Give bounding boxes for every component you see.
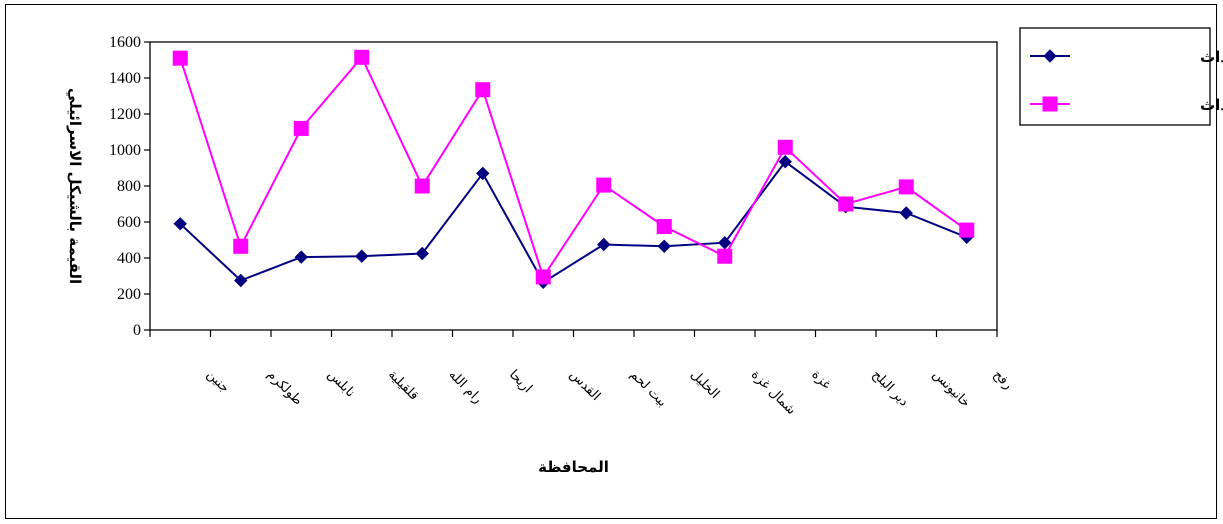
x-tick-label: جنين: [203, 367, 232, 396]
series-1-point: [657, 239, 671, 254]
x-tick-label: رام الله: [445, 367, 485, 407]
x-tick-label: شمال غزة: [748, 367, 799, 418]
y-tick-label: 0: [133, 322, 141, 339]
series-1-point: [294, 250, 308, 264]
x-tick-label: بيت لحم: [627, 367, 670, 410]
series-2-point: [777, 139, 793, 155]
y-tick-label: 1200: [109, 106, 141, 123]
legend-item-1: قبل الاحداث: [1030, 48, 1223, 66]
legend-label: قبل الاحداث: [1200, 48, 1223, 66]
series-1-point: [718, 235, 732, 250]
y-tick-label: 200: [117, 286, 141, 303]
series-1-point: [597, 237, 611, 252]
x-tick-label: دير البلح: [869, 367, 912, 410]
x-tick-label: خانيونس: [929, 367, 972, 410]
series-1: [173, 154, 974, 290]
legend: قبل الاحداث بعد الاحداث: [1019, 27, 1223, 126]
x-tick-label: القدس: [566, 367, 603, 404]
x-tick-label: اريحا: [506, 367, 535, 396]
x-axis-title: المحافظة: [538, 458, 609, 476]
series-1-line: [179, 160, 968, 284]
y-tick-label: 400: [117, 250, 141, 267]
x-tick-label: طولكرم: [264, 367, 305, 408]
y-tick-label: 600: [117, 214, 141, 231]
series-2-point: [717, 248, 733, 264]
series-1-point: [415, 246, 429, 261]
series-2-point: [838, 196, 854, 212]
series-2-point: [898, 179, 914, 195]
series-2-point: [656, 219, 672, 234]
series-2: [172, 49, 975, 285]
series-1-point: [778, 154, 792, 169]
y-axis: 0 200 400 600 800 1000 1200 1400 1600: [109, 34, 150, 339]
series-2-point: [354, 49, 370, 65]
legend-swatch-marker: [1042, 96, 1058, 112]
x-axis: جنين طولكرم نابلس قلقيلية رام الله اريحا القدس…: [149, 330, 1015, 418]
series-layer: [172, 49, 975, 290]
x-tick-label: نابلس: [324, 367, 357, 400]
series-2-point: [535, 269, 551, 285]
plot-border: [149, 41, 998, 331]
series-2-point: [172, 50, 188, 66]
series-2-point: [293, 120, 309, 136]
series-2-line: [179, 55, 968, 280]
series-2-point: [233, 238, 249, 254]
series-1-point: [173, 217, 187, 231]
series-2-point: [414, 178, 430, 194]
x-tick-label: الخليل: [687, 367, 722, 402]
series-1-point: [355, 249, 369, 263]
y-axis-title: القيمة بالشيكل الاسرائيلي: [66, 88, 84, 284]
legend-item-2: بعد الاحداث: [1030, 96, 1223, 114]
y-tick-label: 1600: [109, 34, 141, 51]
series-2-point: [475, 82, 491, 98]
y-tick-label: 1400: [109, 70, 141, 87]
chart-frame: [5, 4, 1217, 519]
series-2-point: [959, 222, 975, 238]
series-1-point: [899, 206, 913, 220]
y-tick-label: 1000: [109, 142, 141, 159]
series-1-point: [476, 166, 490, 181]
y-tick-label: 800: [117, 178, 141, 195]
series-1-point: [234, 273, 248, 288]
legend-swatch-marker: [1043, 49, 1057, 63]
plot-area: [149, 41, 998, 331]
x-tick-label: رفح: [990, 367, 1015, 392]
legend-label: بعد الاحداث: [1200, 96, 1223, 114]
x-tick-label: قلقيلية: [385, 367, 421, 403]
series-2-point: [596, 177, 612, 193]
x-tick-label: غزة: [808, 367, 833, 392]
